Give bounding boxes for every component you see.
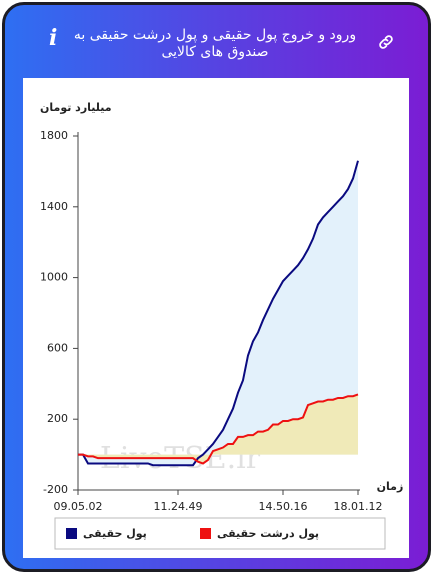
line [78, 393, 359, 465]
info-icon[interactable]: i [49, 25, 58, 51]
area [78, 394, 358, 464]
link-icon[interactable] [377, 33, 395, 51]
x-tick-label: 18.01.12 [334, 500, 383, 513]
legend-swatch [66, 528, 77, 539]
y-tick-label: 1400 [40, 200, 68, 213]
x-tick-label: 11.24.49 [154, 500, 203, 513]
area [78, 160, 358, 466]
card-title: ورود و خروج پول حقیقی و پول درشت حقیقی ب… [73, 27, 357, 60]
legend-box [54, 517, 386, 550]
y-axis-label: میلیارد تومان [40, 101, 112, 114]
legend-label: پول حقیقی [83, 527, 147, 540]
y-tick-label: 200 [47, 412, 68, 425]
x-tick-label: 14.50.16 [259, 500, 308, 513]
y-tick-label: 1000 [40, 271, 68, 284]
legend-swatch [200, 528, 211, 539]
x-tick-label: 09.05.02 [54, 500, 103, 513]
line [78, 160, 359, 467]
x-axis-label: زمان [377, 480, 404, 493]
y-tick-label: 600 [47, 341, 68, 354]
y-tick-label: -200 [43, 483, 68, 496]
y-tick-label: 1800 [40, 129, 68, 142]
legend-label: پول درشت حقیقی [217, 527, 319, 540]
